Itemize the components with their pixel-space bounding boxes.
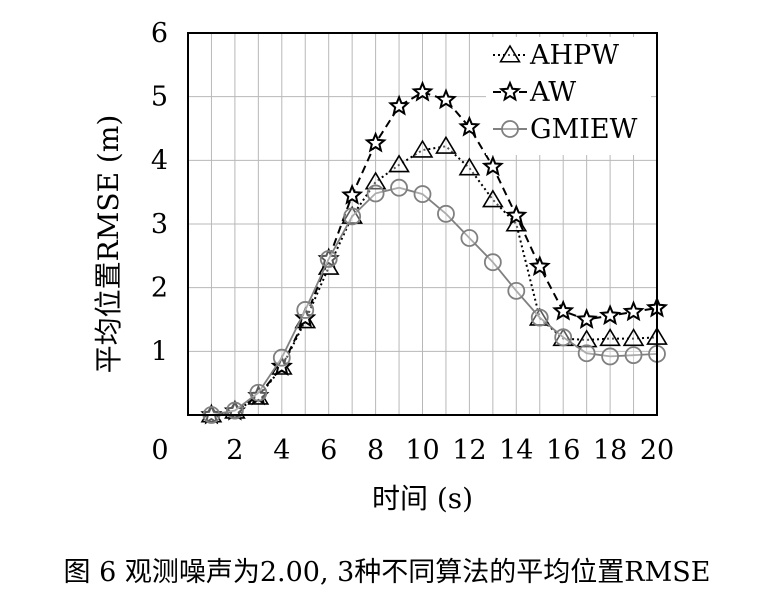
data-point-aw bbox=[505, 204, 528, 226]
y-tick-labels: 1 2 3 4 5 6 bbox=[151, 18, 168, 367]
x-tick-labels: 0 2 4 6 8 10 12 14 16 18 20 bbox=[151, 435, 674, 466]
y-tick-label: 1 bbox=[151, 336, 168, 367]
y-tick-label: 2 bbox=[151, 273, 168, 304]
series-line-ahpw bbox=[211, 145, 658, 416]
data-point-aw bbox=[575, 307, 598, 329]
data-point-aw bbox=[528, 255, 551, 277]
legend-label-ahpw: AHPW bbox=[529, 40, 619, 71]
x-tick-label: 16 bbox=[546, 435, 580, 466]
data-point-gmiew bbox=[624, 346, 643, 365]
x-tick-label: 10 bbox=[405, 435, 439, 466]
x-tick-label: 14 bbox=[499, 435, 533, 466]
series-ahpw bbox=[200, 135, 668, 423]
data-point-gmiew bbox=[319, 250, 338, 268]
data-point-gmiew bbox=[343, 207, 362, 226]
data-point-gmiew bbox=[601, 347, 619, 366]
data-point-ahpw bbox=[388, 154, 410, 173]
series-gmiew bbox=[202, 178, 666, 424]
series-layer bbox=[200, 80, 669, 425]
data-point-ahpw bbox=[599, 328, 621, 347]
data-point-gmiew bbox=[249, 383, 268, 402]
x-tick-label: 6 bbox=[320, 435, 337, 466]
y-tick-label: 6 bbox=[151, 18, 168, 49]
data-point-gmiew bbox=[390, 178, 408, 197]
data-point-gmiew bbox=[577, 344, 596, 363]
data-point-aw bbox=[552, 299, 575, 321]
legend: AHPW AW GMIEW bbox=[486, 37, 651, 155]
data-point-ahpw bbox=[458, 157, 481, 176]
legend-marker-ahpw bbox=[499, 44, 521, 63]
data-point-aw bbox=[411, 80, 434, 102]
data-point-aw bbox=[481, 155, 504, 177]
y-axis-title: 平均位置RMSE (m) bbox=[92, 115, 125, 374]
x-tick-label: 18 bbox=[593, 435, 627, 466]
data-point-ahpw bbox=[575, 329, 598, 348]
data-point-aw bbox=[388, 94, 411, 116]
data-point-ahpw bbox=[364, 171, 387, 190]
x-tick-label: 20 bbox=[640, 435, 674, 466]
figure-caption: 图 6 观测噪声为2.00, 3种不同算法的平均位置RMSE bbox=[63, 557, 711, 588]
x-tick-label: 4 bbox=[273, 435, 290, 466]
legend-marker-aw bbox=[498, 80, 522, 102]
legend-entry-gmiew: GMIEW bbox=[493, 114, 638, 145]
data-point-ahpw bbox=[411, 139, 434, 158]
legend-marker-gmiew bbox=[501, 120, 519, 138]
data-point-gmiew bbox=[225, 401, 244, 420]
data-point-aw bbox=[458, 115, 481, 137]
y-tick-label: 4 bbox=[151, 145, 168, 176]
data-point-gmiew bbox=[413, 185, 432, 203]
data-point-ahpw bbox=[622, 328, 645, 347]
data-point-gmiew bbox=[460, 229, 479, 247]
data-point-gmiew bbox=[530, 308, 549, 327]
x-tick-label: 12 bbox=[452, 435, 486, 466]
data-point-gmiew bbox=[483, 253, 502, 272]
legend-label-gmiew: GMIEW bbox=[530, 114, 638, 145]
x-tick-label: 8 bbox=[367, 435, 384, 466]
x-axis-title: 时间 (s) bbox=[372, 482, 473, 515]
legend-entry-ahpw: AHPW bbox=[493, 40, 619, 71]
data-point-gmiew bbox=[437, 204, 455, 223]
data-point-ahpw bbox=[435, 135, 457, 154]
data-point-aw bbox=[598, 304, 622, 326]
y-tick-label: 5 bbox=[151, 82, 168, 113]
data-point-ahpw bbox=[481, 189, 504, 208]
data-point-gmiew bbox=[366, 184, 385, 203]
data-point-aw bbox=[364, 131, 387, 153]
data-point-gmiew bbox=[507, 281, 526, 300]
legend-label-aw: AW bbox=[529, 77, 576, 108]
series-line-gmiew bbox=[211, 186, 658, 416]
plot-frame bbox=[187, 32, 658, 416]
data-point-gmiew bbox=[272, 348, 291, 367]
legend-entry-aw: AW bbox=[493, 77, 576, 108]
data-point-aw bbox=[341, 183, 364, 205]
x-tick-label: 0 bbox=[151, 435, 168, 466]
data-point-gmiew bbox=[296, 301, 315, 319]
x-tick-label: 2 bbox=[226, 435, 243, 466]
y-tick-label: 3 bbox=[151, 209, 168, 240]
data-point-gmiew bbox=[554, 328, 573, 347]
data-point-aw bbox=[622, 300, 645, 322]
data-point-aw bbox=[434, 88, 457, 110]
